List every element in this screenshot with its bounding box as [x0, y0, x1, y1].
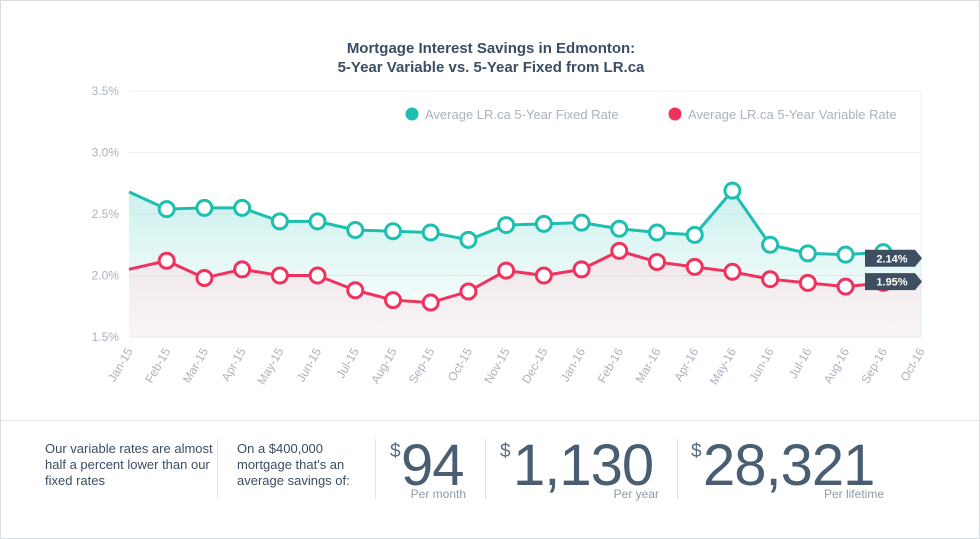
fixed-rate-point [233, 198, 252, 217]
variable-rate-point [346, 281, 365, 300]
variable-rate-point [308, 266, 327, 285]
variable-rate-point [459, 282, 478, 301]
x-tick-label: Oct-16 [897, 345, 927, 383]
variable-rate-point [572, 260, 591, 279]
legend-fixed-label: Average LR.ca 5-Year Fixed Rate [425, 107, 619, 122]
x-tick-label: Jun-15 [294, 345, 325, 384]
y-tick-label: 3.0% [92, 146, 120, 160]
yearly-savings-value: 1,130 [513, 433, 654, 498]
x-tick-label: Mar-16 [632, 345, 663, 385]
variable-rate-point [270, 266, 289, 285]
chart-title-line1: Mortgage Interest Savings in Edmonton: [346, 40, 636, 57]
fixed-rate-point [157, 200, 176, 219]
x-tick-label: Dec-15 [519, 345, 551, 386]
y-tick-label: 2.0% [92, 269, 120, 283]
fixed-rate-point [572, 213, 591, 232]
x-tick-label: Sep-15 [406, 345, 438, 386]
dollar-sign: $ [390, 441, 401, 462]
rates-comparison-text: Our variable rates are almost half a per… [45, 441, 213, 488]
variable-rate-line [128, 249, 922, 305]
variable-rate-point [836, 277, 855, 296]
dollar-sign: $ [500, 441, 511, 462]
variable-rate-point [157, 251, 176, 270]
divider [375, 439, 376, 499]
variable-rate-point [195, 268, 214, 287]
x-tick-label: May-15 [254, 345, 286, 387]
variable-rate-point [761, 270, 780, 289]
x-tick-label: Jun-16 [746, 345, 777, 384]
fixed-rate-point [497, 216, 516, 235]
legend-fixed-marker [405, 107, 419, 121]
variable-rate-point [648, 252, 666, 271]
x-tick-label: Oct-15 [445, 345, 475, 383]
y-tick-label: 3.5% [92, 84, 120, 98]
x-tick-label: Jan-15 [105, 345, 136, 384]
fixed-rate-point [421, 223, 440, 242]
x-tick-label: Jul-16 [786, 345, 815, 381]
divider [217, 439, 218, 499]
x-tick-label: Feb-16 [595, 345, 626, 385]
variable-rate-point [534, 266, 553, 285]
x-tick-label: Apr-16 [671, 345, 701, 383]
lifetime-savings-value: 28,321 [703, 433, 875, 498]
savings-intro-text: On a $400,000 mortgage that's an average… [237, 441, 350, 488]
yearly-savings-caption: Per year [613, 487, 659, 501]
x-tick-label: Jul-15 [333, 345, 362, 381]
fixed-rate-point [648, 223, 666, 242]
fixed-rate-point [308, 212, 327, 231]
legend-variable-label: Average LR.ca 5-Year Variable Rate [688, 107, 897, 122]
savings-footer: Our variable rates are almost half a per… [1, 420, 980, 539]
divider [485, 439, 486, 499]
lifetime-savings-caption: Per lifetime [823, 487, 884, 501]
end-value-label: 2.14% [876, 253, 907, 265]
dollar-sign: $ [691, 441, 702, 462]
fixed-rate-point [761, 235, 780, 254]
fixed-rate-point [836, 245, 855, 264]
fixed-rate-point [798, 244, 817, 263]
fixed-rate-line [128, 189, 922, 260]
variable-rate-point [723, 262, 742, 281]
variable-rate-point [421, 293, 440, 312]
fixed-rate-point [723, 181, 742, 200]
variable-rate-point [685, 257, 704, 276]
x-tick-label: Aug-16 [821, 345, 853, 386]
fixed-rate-point [610, 219, 629, 238]
fixed-rate-point [346, 220, 365, 239]
chart-title: Mortgage Interest Savings in Edmonton: 5… [1, 39, 980, 77]
monthly-savings-value: 94 [401, 433, 465, 498]
line-chart: 1.5%2.0%2.5%3.0%3.5%2.14%1.95%Jan-15 Feb-… [92, 84, 928, 387]
fixed-rate-point [270, 212, 289, 231]
y-tick-label: 2.5% [92, 207, 120, 221]
fixed-rate-point [534, 214, 553, 233]
end-value-badge [865, 273, 922, 291]
fixed-rate-point [459, 230, 478, 249]
variable-rate-point [233, 260, 252, 279]
x-tick-label: Mar-15 [180, 345, 211, 385]
x-tick-label: Aug-15 [368, 345, 400, 386]
fixed-rate-point [195, 198, 214, 217]
variable-rate-point [384, 291, 402, 310]
variable-rate-point [497, 261, 516, 280]
x-tick-label: May-16 [707, 345, 739, 387]
x-tick-label: Sep-16 [858, 345, 890, 386]
legend-variable-marker [668, 107, 682, 121]
monthly-savings-caption: Per month [410, 487, 466, 501]
x-tick-label: Nov-15 [481, 345, 513, 386]
fixed-rate-area [129, 190, 921, 303]
variable-rate-point [798, 273, 817, 292]
end-value-badge [865, 249, 922, 267]
y-tick-label: 1.5% [92, 330, 120, 344]
variable-rate-point [610, 241, 629, 260]
fixed-rate-point [384, 222, 402, 241]
chart-title-line2: 5-Year Variable vs. 5-Year Fixed from LR… [337, 59, 645, 76]
x-tick-label: Feb-15 [142, 345, 173, 385]
variable-rate-area [129, 250, 921, 337]
x-tick-label: Apr-15 [219, 345, 249, 383]
divider [677, 439, 678, 499]
x-tick-label: Jan-16 [558, 345, 589, 384]
end-value-label: 1.95% [876, 277, 907, 289]
fixed-rate-point [685, 225, 704, 244]
